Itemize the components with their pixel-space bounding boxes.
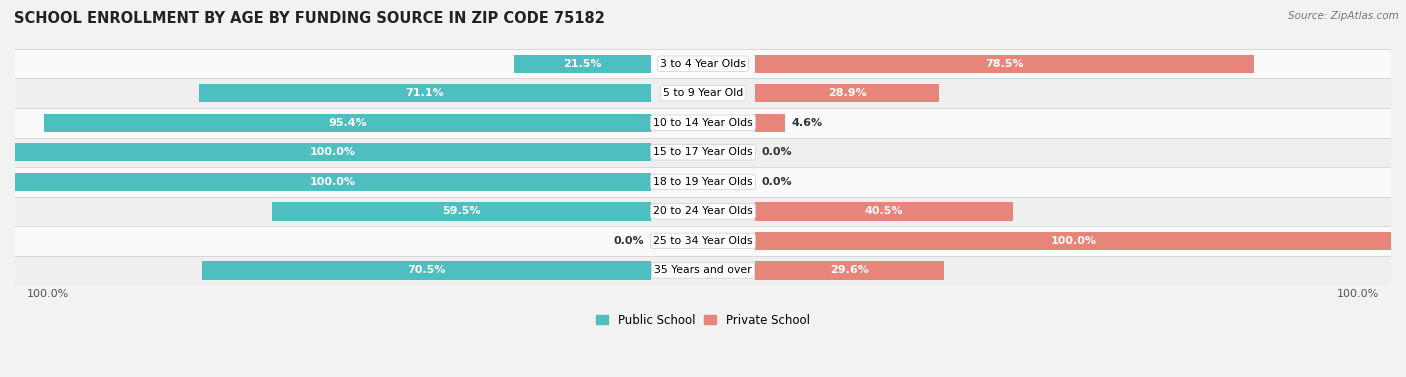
Text: 5 to 9 Year Old: 5 to 9 Year Old [662,88,744,98]
Text: 25 to 34 Year Olds: 25 to 34 Year Olds [654,236,752,246]
Bar [15,173,651,191]
Bar [15,108,1391,138]
Text: 4.6%: 4.6% [792,118,823,128]
Text: 100.0%: 100.0% [309,147,356,157]
Bar [15,167,1391,196]
Bar [273,202,651,221]
Text: 21.5%: 21.5% [562,59,602,69]
Text: 71.1%: 71.1% [405,88,444,98]
Bar [755,113,785,132]
Bar [755,202,1012,221]
Text: SCHOOL ENROLLMENT BY AGE BY FUNDING SOURCE IN ZIP CODE 75182: SCHOOL ENROLLMENT BY AGE BY FUNDING SOUR… [14,11,605,26]
Text: 35 Years and over: 35 Years and over [654,265,752,276]
Text: 0.0%: 0.0% [613,236,644,246]
Text: 18 to 19 Year Olds: 18 to 19 Year Olds [654,177,752,187]
Text: 0.0%: 0.0% [762,147,793,157]
Bar [15,138,1391,167]
Bar [198,84,651,103]
Text: Source: ZipAtlas.com: Source: ZipAtlas.com [1288,11,1399,21]
Text: 59.5%: 59.5% [443,206,481,216]
Text: 20 to 24 Year Olds: 20 to 24 Year Olds [654,206,752,216]
Text: 3 to 4 Year Olds: 3 to 4 Year Olds [659,59,747,69]
Legend: Public School, Private School: Public School, Private School [592,309,814,331]
Bar [755,261,943,280]
Bar [15,143,651,161]
Bar [15,256,1391,285]
Text: 28.9%: 28.9% [828,88,866,98]
Text: 15 to 17 Year Olds: 15 to 17 Year Olds [654,147,752,157]
Text: 100.0%: 100.0% [1050,236,1097,246]
Text: 29.6%: 29.6% [830,265,869,276]
Text: 0.0%: 0.0% [762,177,793,187]
Bar [15,78,1391,108]
Text: 100.0%: 100.0% [309,177,356,187]
Text: 70.5%: 70.5% [408,265,446,276]
Text: 95.4%: 95.4% [328,118,367,128]
Text: 40.5%: 40.5% [865,206,904,216]
Text: 10 to 14 Year Olds: 10 to 14 Year Olds [654,118,752,128]
Bar [15,226,1391,256]
Bar [755,84,939,103]
Bar [44,113,651,132]
Bar [755,55,1254,73]
Text: 78.5%: 78.5% [986,59,1024,69]
Bar [202,261,651,280]
Bar [15,49,1391,78]
Bar [515,55,651,73]
Bar [755,232,1391,250]
Bar [15,196,1391,226]
